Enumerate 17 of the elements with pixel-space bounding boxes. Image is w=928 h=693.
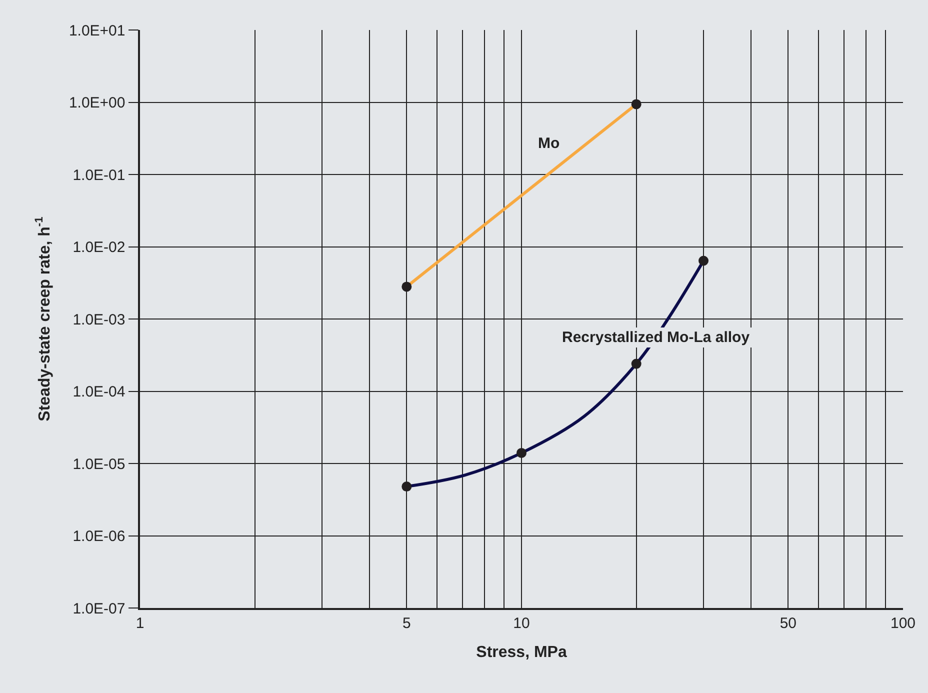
y-tick-label: 1.0E-06 (72, 528, 126, 545)
y-tick-label: 1.0E-02 (72, 239, 126, 256)
annotation: Mo (538, 135, 560, 152)
x-tick-label: 100 (890, 614, 916, 632)
x-tick-label: 5 (402, 614, 411, 632)
x-tick-label: 50 (780, 614, 797, 632)
y-tick-label: 1.0E-07 (72, 600, 126, 618)
x-tick-label: 10 (513, 614, 530, 632)
y-tick-label: 1.0E-05 (72, 456, 126, 473)
y-tick-label: 1.0E-03 (72, 311, 126, 328)
annotation: Recrystallized Mo-La alloy (562, 329, 750, 346)
x-tick-label: 1 (136, 614, 144, 632)
y-tick-label: 1.0E+01 (68, 22, 126, 40)
x-axis-title: Stress, MPa (476, 644, 567, 661)
y-tick-label: 1.0E+00 (68, 94, 126, 112)
y-tick-label: 1.0E-04 (72, 384, 126, 400)
y-tick-label: 1.0E-01 (72, 166, 126, 184)
